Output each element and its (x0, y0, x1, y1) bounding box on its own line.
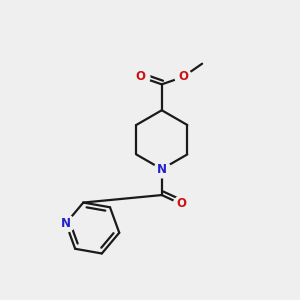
Text: N: N (61, 217, 71, 230)
Text: O: O (178, 70, 188, 83)
Text: O: O (136, 70, 146, 83)
Text: N: N (157, 163, 167, 176)
Text: O: O (176, 197, 186, 210)
